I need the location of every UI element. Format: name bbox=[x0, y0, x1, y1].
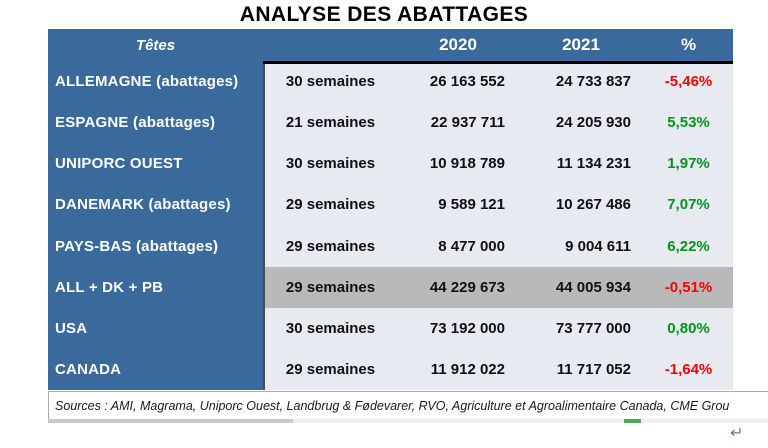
weeks-cell: 21 semaines bbox=[263, 102, 398, 144]
value-2020-cell: 11 912 022 bbox=[398, 348, 518, 390]
table-body: ALLEMAGNE (abattages) 30 semaines 26 163… bbox=[48, 61, 733, 390]
row-label: USA bbox=[48, 307, 263, 349]
percent-cell: 1,97% bbox=[644, 143, 733, 185]
table-row: PAYS-BAS (abattages) 29 semaines 8 477 0… bbox=[48, 225, 733, 267]
column-header-tetes: Têtes bbox=[135, 36, 176, 54]
table-row: ALLEMAGNE (abattages) 30 semaines 26 163… bbox=[48, 61, 733, 103]
value-2021-cell: 10 267 486 bbox=[518, 184, 644, 226]
data-area-top-border bbox=[263, 61, 733, 64]
value-2021-cell: 73 777 000 bbox=[518, 307, 644, 349]
value-2021-cell: 24 733 837 bbox=[518, 61, 644, 103]
column-header-weeks bbox=[263, 29, 398, 61]
weeks-cell: 30 semaines bbox=[263, 143, 398, 185]
percent-cell: -5,46% bbox=[644, 61, 733, 103]
weeks-cell: 29 semaines bbox=[263, 348, 398, 390]
value-2020-cell: 44 229 673 bbox=[398, 266, 518, 308]
percent-cell: 0,80% bbox=[644, 307, 733, 349]
row-label: ALL + DK + PB bbox=[48, 266, 263, 308]
weeks-cell: 30 semaines bbox=[263, 61, 398, 103]
table-row: DANEMARK (abattages) 29 semaines 9 589 1… bbox=[48, 184, 733, 226]
column-header-2020: 2020 bbox=[439, 35, 477, 54]
percent-cell: -1,64% bbox=[644, 348, 733, 390]
weeks-cell: 29 semaines bbox=[263, 266, 398, 308]
value-2021-cell: 11 134 231 bbox=[518, 143, 644, 185]
value-2021-cell: 24 205 930 bbox=[518, 102, 644, 144]
value-2020-cell: 8 477 000 bbox=[398, 225, 518, 267]
value-2021-cell: 11 717 052 bbox=[518, 348, 644, 390]
table-row: CANADA 29 semaines 11 912 022 11 717 052… bbox=[48, 348, 733, 390]
scroll-marker bbox=[624, 419, 641, 423]
return-mark-icon: ↵ bbox=[730, 423, 744, 442]
value-2020-cell: 22 937 711 bbox=[398, 102, 518, 144]
table-header-row: Têtes 2020 2021 % bbox=[48, 29, 733, 61]
column-header-2021: 2021 bbox=[562, 35, 600, 54]
value-2020-cell: 73 192 000 bbox=[398, 307, 518, 349]
row-label: ESPAGNE (abattages) bbox=[48, 102, 263, 144]
page-title: ANALYSE DES ABATTAGES bbox=[239, 3, 529, 26]
table-row: USA 30 semaines 73 192 000 73 777 000 0,… bbox=[48, 307, 733, 349]
column-header-percent: % bbox=[680, 35, 697, 54]
weeks-cell: 30 semaines bbox=[263, 307, 398, 349]
data-table: Têtes 2020 2021 % ALLEMAGNE (abattages) … bbox=[48, 29, 733, 390]
value-2021-cell: 44 005 934 bbox=[518, 266, 644, 308]
row-label: UNIPORC OUEST bbox=[48, 143, 263, 185]
value-2021-cell: 9 004 611 bbox=[518, 225, 644, 267]
value-2020-cell: 26 163 552 bbox=[398, 61, 518, 103]
table-row: UNIPORC OUEST 30 semaines 10 918 789 11 … bbox=[48, 143, 733, 185]
table-row-total: ALL + DK + PB 29 semaines 44 229 673 44 … bbox=[48, 266, 733, 308]
percent-cell: 5,53% bbox=[644, 102, 733, 144]
sources-text: Sources : AMI, Magrama, Uniporc Ouest, L… bbox=[55, 399, 730, 413]
sources-footer: Sources : AMI, Magrama, Uniporc Ouest, L… bbox=[48, 391, 768, 421]
value-2020-cell: 10 918 789 bbox=[398, 143, 518, 185]
percent-cell: -0,51% bbox=[644, 266, 733, 308]
table-row: ESPAGNE (abattages) 21 semaines 22 937 7… bbox=[48, 102, 733, 144]
row-label: DANEMARK (abattages) bbox=[48, 184, 263, 226]
row-label: PAYS-BAS (abattages) bbox=[48, 225, 263, 267]
weeks-cell: 29 semaines bbox=[263, 225, 398, 267]
horizontal-scrollbar[interactable] bbox=[48, 419, 768, 423]
percent-cell: 6,22% bbox=[644, 225, 733, 267]
data-area-left-border bbox=[263, 64, 265, 390]
scrollbar-thumb[interactable] bbox=[48, 419, 293, 423]
row-label: CANADA bbox=[48, 348, 263, 390]
value-2020-cell: 9 589 121 bbox=[398, 184, 518, 226]
row-label: ALLEMAGNE (abattages) bbox=[48, 61, 263, 103]
percent-cell: 7,07% bbox=[644, 184, 733, 226]
weeks-cell: 29 semaines bbox=[263, 184, 398, 226]
